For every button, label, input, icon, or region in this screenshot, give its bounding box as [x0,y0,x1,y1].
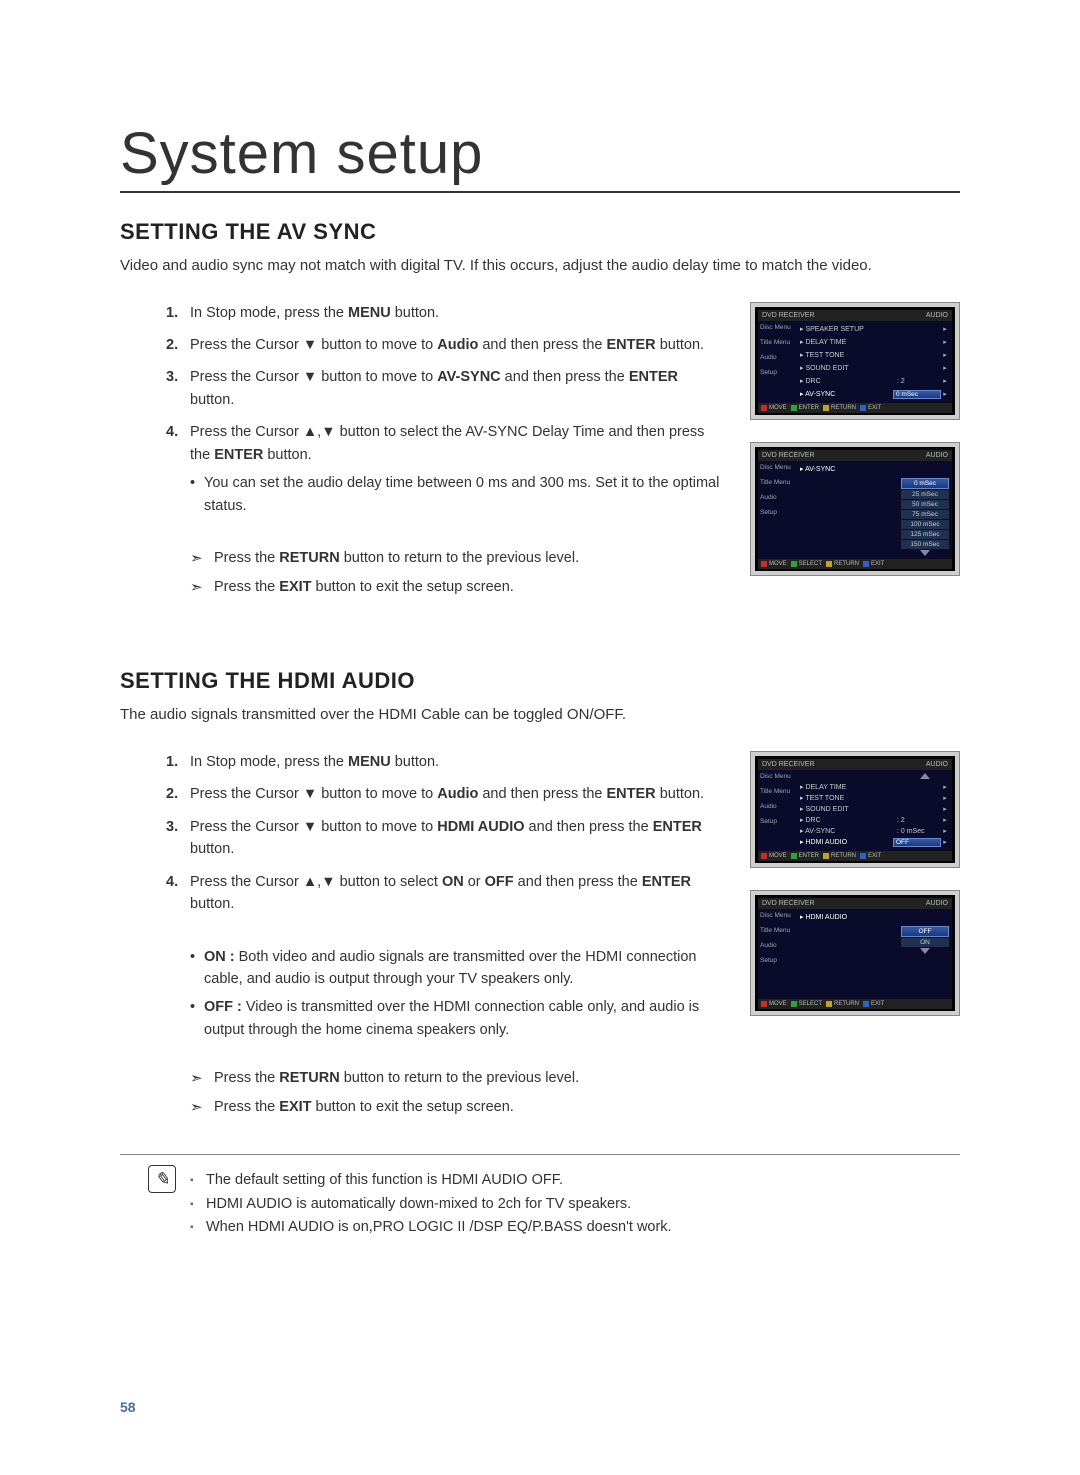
av-return-tip: Press the RETURN button to return to the… [190,547,726,569]
hdmi-return-tip: Press the RETURN button to return to the… [190,1067,726,1089]
av-step-2: Press the Cursor ▼ button to move to Aud… [190,334,726,356]
hdmi-osd-1: DVD RECEIVER AUDIO Disc Menu Title Menu … [750,751,960,868]
hdmi-off-def: OFF : Video is transmitted over the HDMI… [204,996,726,1041]
av-step-1: In Stop mode, press the MENU button. [190,302,726,324]
page-number: 58 [120,1399,136,1415]
hdmi-step-1: In Stop mode, press the MENU button. [190,751,726,773]
hdmi-step-3: Press the Cursor ▼ button to move to HDM… [190,816,726,861]
av-sync-heading: SETTING THE AV SYNC [120,219,960,245]
av-exit-tip: Press the EXIT button to exit the setup … [190,576,726,598]
av-sync-intro: Video and audio sync may not match with … [120,255,960,278]
note-2: HDMI AUDIO is automatically down-mixed t… [190,1193,960,1216]
hdmi-step-4: Press the Cursor ▲,▼ button to select ON… [190,871,726,916]
av-osd-1: DVD RECEIVER AUDIO Disc Menu Title Menu … [750,302,960,420]
av-sync-steps: In Stop mode, press the MENU button. Pre… [120,302,726,605]
hdmi-on-def: ON : Both video and audio signals are tr… [204,946,726,991]
av-step-4: Press the Cursor ▲,▼ button to select th… [190,421,726,517]
section-av-sync: SETTING THE AV SYNC Video and audio sync… [120,219,960,604]
note-1: The default setting of this function is … [190,1169,960,1192]
note-3: When HDMI AUDIO is on,PRO LOGIC II /DSP … [190,1216,960,1239]
hdmi-heading: SETTING THE HDMI AUDIO [120,668,960,694]
hdmi-intro: The audio signals transmitted over the H… [120,704,960,727]
av-step-3: Press the Cursor ▼ button to move to AV-… [190,366,726,411]
hdmi-step-2: Press the Cursor ▼ button to move to Aud… [190,783,726,805]
hdmi-notes: ✎ The default setting of this function i… [120,1154,960,1239]
page-title: System setup [120,120,960,193]
hdmi-exit-tip: Press the EXIT button to exit the setup … [190,1096,726,1118]
hdmi-osd-2: DVD RECEIVER AUDIO Disc Menu Title Menu … [750,890,960,1016]
section-hdmi-audio: SETTING THE HDMI AUDIO The audio signals… [120,668,960,1239]
av-osd-2: DVD RECEIVER AUDIO Disc Menu Title Menu … [750,442,960,576]
av-sub-bullet: You can set the audio delay time between… [204,472,726,517]
note-icon: ✎ [148,1165,176,1193]
hdmi-steps: In Stop mode, press the MENU button. Pre… [120,751,726,1125]
